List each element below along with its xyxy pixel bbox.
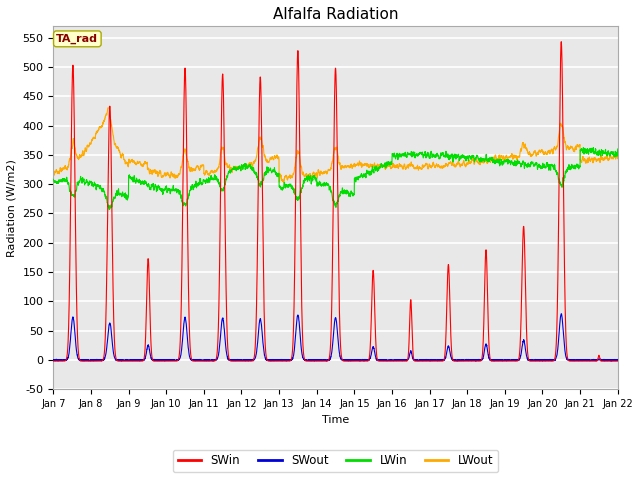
LWout	[463, 162, 470, 168]
SWout	[557, 311, 565, 317]
SWin	[151, 358, 159, 364]
Title: Alfalfa Radiation: Alfalfa Radiation	[273, 7, 398, 22]
Y-axis label: Radiation (W/m2): Radiation (W/m2)	[7, 159, 17, 256]
LWin	[614, 146, 621, 152]
LWin	[613, 153, 621, 159]
SWout	[431, 357, 438, 363]
SWout	[49, 357, 57, 363]
SWout	[462, 357, 470, 363]
LWout	[315, 168, 323, 173]
X-axis label: Time: Time	[322, 415, 349, 424]
LWin	[462, 157, 470, 163]
Legend: SWin, SWout, LWin, LWout: SWin, SWout, LWin, LWout	[173, 450, 498, 472]
SWin	[614, 358, 621, 364]
SWout	[494, 358, 502, 363]
SWout	[472, 358, 479, 364]
LWout	[613, 152, 621, 157]
LWout	[49, 169, 57, 175]
SWin	[613, 358, 621, 364]
Line: SWout: SWout	[53, 314, 618, 361]
LWout	[104, 105, 111, 111]
Line: LWout: LWout	[53, 108, 618, 182]
LWin	[431, 155, 439, 160]
SWin	[315, 358, 323, 364]
LWin	[49, 177, 57, 182]
SWin	[494, 358, 502, 364]
Line: LWin: LWin	[53, 148, 618, 209]
SWout	[614, 357, 621, 362]
Text: TA_rad: TA_rad	[56, 34, 99, 44]
Line: SWin: SWin	[53, 42, 618, 361]
LWin	[106, 206, 113, 212]
LWin	[151, 184, 159, 190]
LWout	[151, 167, 159, 172]
LWin	[494, 160, 502, 166]
LWout	[614, 156, 621, 161]
SWin	[557, 39, 565, 45]
SWout	[613, 357, 621, 363]
LWin	[315, 182, 323, 188]
LWout	[280, 180, 287, 185]
LWout	[495, 156, 502, 162]
LWin	[579, 145, 587, 151]
SWout	[315, 357, 323, 363]
LWout	[431, 164, 439, 170]
SWin	[431, 358, 438, 364]
SWout	[151, 357, 159, 363]
SWin	[462, 358, 470, 364]
SWin	[49, 358, 57, 364]
